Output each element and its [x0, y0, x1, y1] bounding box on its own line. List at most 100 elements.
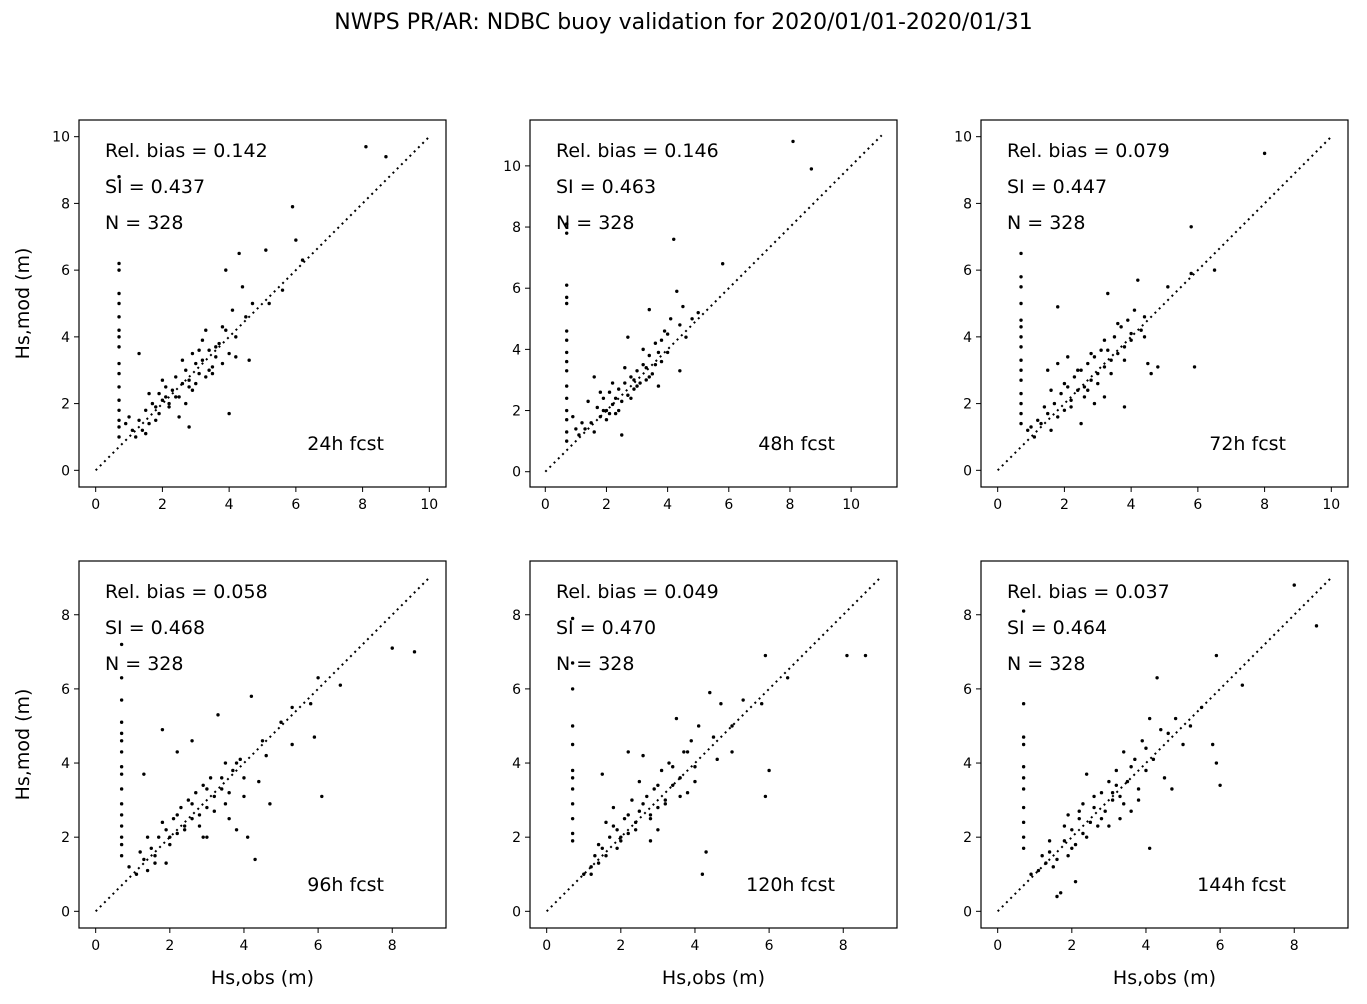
data-point [1107, 779, 1111, 784]
data-point [279, 720, 283, 724]
data-point [144, 408, 148, 412]
data-point [580, 421, 584, 425]
data-point [117, 175, 121, 179]
data-point [650, 372, 655, 376]
data-point [632, 387, 636, 391]
data-point [119, 731, 124, 736]
data-point [1099, 790, 1104, 795]
data-point [138, 850, 142, 854]
data-point [681, 304, 685, 309]
data-point [145, 868, 150, 873]
data-point [1110, 790, 1115, 795]
data-point [294, 238, 298, 242]
data-point [565, 439, 569, 443]
data-point [1103, 809, 1107, 813]
data-point [119, 787, 124, 791]
data-point [170, 388, 175, 392]
data-point [593, 854, 597, 858]
data-point [633, 820, 638, 825]
data-point [1047, 850, 1052, 854]
data-point [1019, 285, 1023, 289]
data-point [1102, 365, 1107, 369]
data-point [715, 757, 719, 762]
data-point [197, 824, 202, 828]
data-point [1088, 820, 1093, 825]
data-point [1051, 865, 1055, 869]
data-point [119, 813, 124, 817]
data-point [1077, 809, 1081, 813]
data-point [653, 362, 658, 367]
data-point [1019, 368, 1023, 372]
data-point [190, 351, 195, 356]
one-to-one-line [94, 135, 431, 472]
x-tick-label: 10 [842, 497, 860, 513]
data-point [1214, 761, 1219, 765]
data-point [157, 391, 161, 396]
data-point [1073, 879, 1078, 884]
data-point [1162, 776, 1167, 780]
data-point [1019, 335, 1023, 339]
data-point [791, 139, 795, 144]
data-point [598, 390, 603, 394]
data-point [249, 694, 254, 699]
y-tick-label: 6 [61, 263, 70, 279]
data-point [316, 676, 320, 680]
x-tick-label: 0 [91, 938, 100, 954]
data-point [1146, 361, 1150, 366]
data-point [607, 390, 612, 394]
y-tick-label: 8 [512, 608, 521, 624]
data-point [1089, 351, 1093, 356]
data-point [1109, 371, 1113, 376]
y-tick-label: 4 [61, 756, 70, 772]
data-point [570, 768, 575, 773]
data-point [119, 720, 124, 724]
data-point [671, 783, 675, 787]
data-point [648, 813, 653, 817]
data-point [119, 854, 124, 858]
si-label: SI = 0.464 [1007, 617, 1107, 639]
scatter-panel-2: 0 2 4 6 8 10 0 2 4 6 8 10 Rel. bias = 0.146 SI = 0.46… [503, 119, 898, 513]
data-point [1052, 401, 1057, 406]
data-point [1159, 727, 1163, 732]
data-point [589, 421, 593, 425]
data-point [1102, 338, 1107, 342]
data-point [730, 724, 734, 728]
data-point [1122, 358, 1127, 362]
data-point [595, 405, 599, 410]
data-point [598, 414, 603, 419]
data-point [1044, 861, 1048, 865]
data-point [145, 835, 150, 839]
x-tick-label: 6 [291, 497, 300, 513]
forecast-label: 72h fcst [1209, 433, 1286, 455]
y-tick-label: 0 [512, 904, 521, 920]
data-point [197, 348, 201, 352]
data-point [1072, 375, 1077, 379]
data-point [390, 646, 394, 650]
y-tick-label: 4 [512, 342, 521, 358]
data-point [197, 813, 202, 817]
data-point [180, 358, 185, 362]
data-point [227, 411, 231, 416]
data-point [647, 307, 651, 312]
data-point [119, 698, 124, 702]
data-point [160, 398, 165, 402]
data-point [214, 355, 218, 359]
data-point [607, 411, 612, 416]
data-point [708, 690, 712, 695]
data-point [260, 739, 265, 743]
data-point [1110, 798, 1115, 802]
data-point [689, 739, 693, 743]
x-tick-label: 0 [542, 938, 551, 954]
data-point [1019, 345, 1023, 349]
data-point [1292, 583, 1296, 587]
axes-frame [980, 119, 1349, 488]
data-point [667, 761, 671, 765]
data-point [601, 408, 606, 413]
data-point [1081, 802, 1085, 806]
data-point [583, 427, 587, 431]
x-tick-label: 2 [165, 938, 174, 954]
data-point [1166, 285, 1170, 289]
data-point [127, 415, 131, 419]
data-point [234, 355, 238, 359]
data-point [137, 418, 141, 422]
